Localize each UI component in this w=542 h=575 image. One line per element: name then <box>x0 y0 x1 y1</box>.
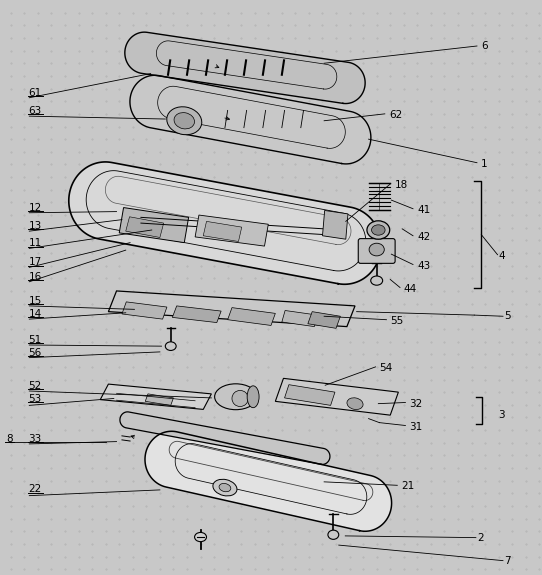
Text: 3: 3 <box>499 410 505 420</box>
Ellipse shape <box>213 480 237 496</box>
Text: 63: 63 <box>29 106 42 116</box>
Text: 21: 21 <box>401 481 414 491</box>
Text: 8: 8 <box>7 434 13 444</box>
Ellipse shape <box>369 243 384 256</box>
Text: 5: 5 <box>504 311 511 321</box>
Ellipse shape <box>328 530 339 539</box>
Text: 43: 43 <box>417 260 430 271</box>
Text: 56: 56 <box>29 348 42 358</box>
Ellipse shape <box>371 276 383 285</box>
Polygon shape <box>125 32 365 104</box>
Text: 54: 54 <box>379 363 392 373</box>
Ellipse shape <box>371 225 385 235</box>
Polygon shape <box>122 302 167 319</box>
Polygon shape <box>145 394 173 405</box>
Polygon shape <box>322 210 348 239</box>
Polygon shape <box>145 431 391 531</box>
Text: 61: 61 <box>29 88 42 98</box>
Text: 62: 62 <box>389 110 402 120</box>
Text: 22: 22 <box>29 485 42 494</box>
Text: 31: 31 <box>409 421 422 432</box>
Polygon shape <box>100 384 211 409</box>
Text: 1: 1 <box>481 159 488 169</box>
Text: 12: 12 <box>29 203 42 213</box>
Ellipse shape <box>347 398 363 409</box>
Text: 17: 17 <box>29 258 42 267</box>
Text: 13: 13 <box>29 221 42 231</box>
Polygon shape <box>285 385 335 405</box>
Polygon shape <box>126 217 164 237</box>
Text: 4: 4 <box>499 251 505 261</box>
Ellipse shape <box>215 384 257 409</box>
Polygon shape <box>275 378 398 415</box>
Polygon shape <box>195 215 268 246</box>
Polygon shape <box>228 308 275 325</box>
Text: 6: 6 <box>481 41 488 51</box>
FancyBboxPatch shape <box>358 239 395 263</box>
Ellipse shape <box>174 113 195 129</box>
Text: 44: 44 <box>404 283 417 294</box>
Text: 14: 14 <box>29 309 42 319</box>
Text: 41: 41 <box>417 205 430 215</box>
Ellipse shape <box>165 342 176 350</box>
Polygon shape <box>308 312 340 328</box>
Text: 33: 33 <box>29 434 42 444</box>
Text: 32: 32 <box>409 398 422 409</box>
Ellipse shape <box>195 532 207 542</box>
Ellipse shape <box>167 107 202 135</box>
Text: 2: 2 <box>477 532 483 543</box>
Text: 53: 53 <box>29 394 42 404</box>
Ellipse shape <box>247 386 259 408</box>
Text: 15: 15 <box>29 296 42 306</box>
Ellipse shape <box>232 390 248 407</box>
Ellipse shape <box>367 221 390 239</box>
Polygon shape <box>108 291 355 327</box>
Text: 16: 16 <box>29 272 42 282</box>
Text: 42: 42 <box>417 232 430 242</box>
Polygon shape <box>172 306 221 323</box>
Polygon shape <box>69 162 381 284</box>
Text: 7: 7 <box>504 555 511 566</box>
Text: 55: 55 <box>390 316 403 326</box>
Text: 52: 52 <box>29 381 42 391</box>
Polygon shape <box>119 208 189 243</box>
Text: 18: 18 <box>395 180 408 190</box>
Polygon shape <box>282 310 318 327</box>
Polygon shape <box>203 221 242 242</box>
Polygon shape <box>130 75 371 164</box>
Text: 11: 11 <box>29 239 42 248</box>
Text: 51: 51 <box>29 335 42 345</box>
Polygon shape <box>120 412 330 465</box>
Ellipse shape <box>219 484 231 492</box>
